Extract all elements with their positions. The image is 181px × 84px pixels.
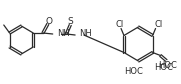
Text: NH: NH <box>58 28 70 37</box>
Text: O: O <box>45 16 52 26</box>
Text: Cl: Cl <box>116 20 124 29</box>
Text: S: S <box>68 17 74 26</box>
Text: Cl: Cl <box>154 20 163 29</box>
Text: HOC: HOC <box>124 67 143 76</box>
Text: HOC: HOC <box>154 63 173 72</box>
Text: NH: NH <box>79 29 92 38</box>
Text: HOC: HOC <box>159 61 177 70</box>
